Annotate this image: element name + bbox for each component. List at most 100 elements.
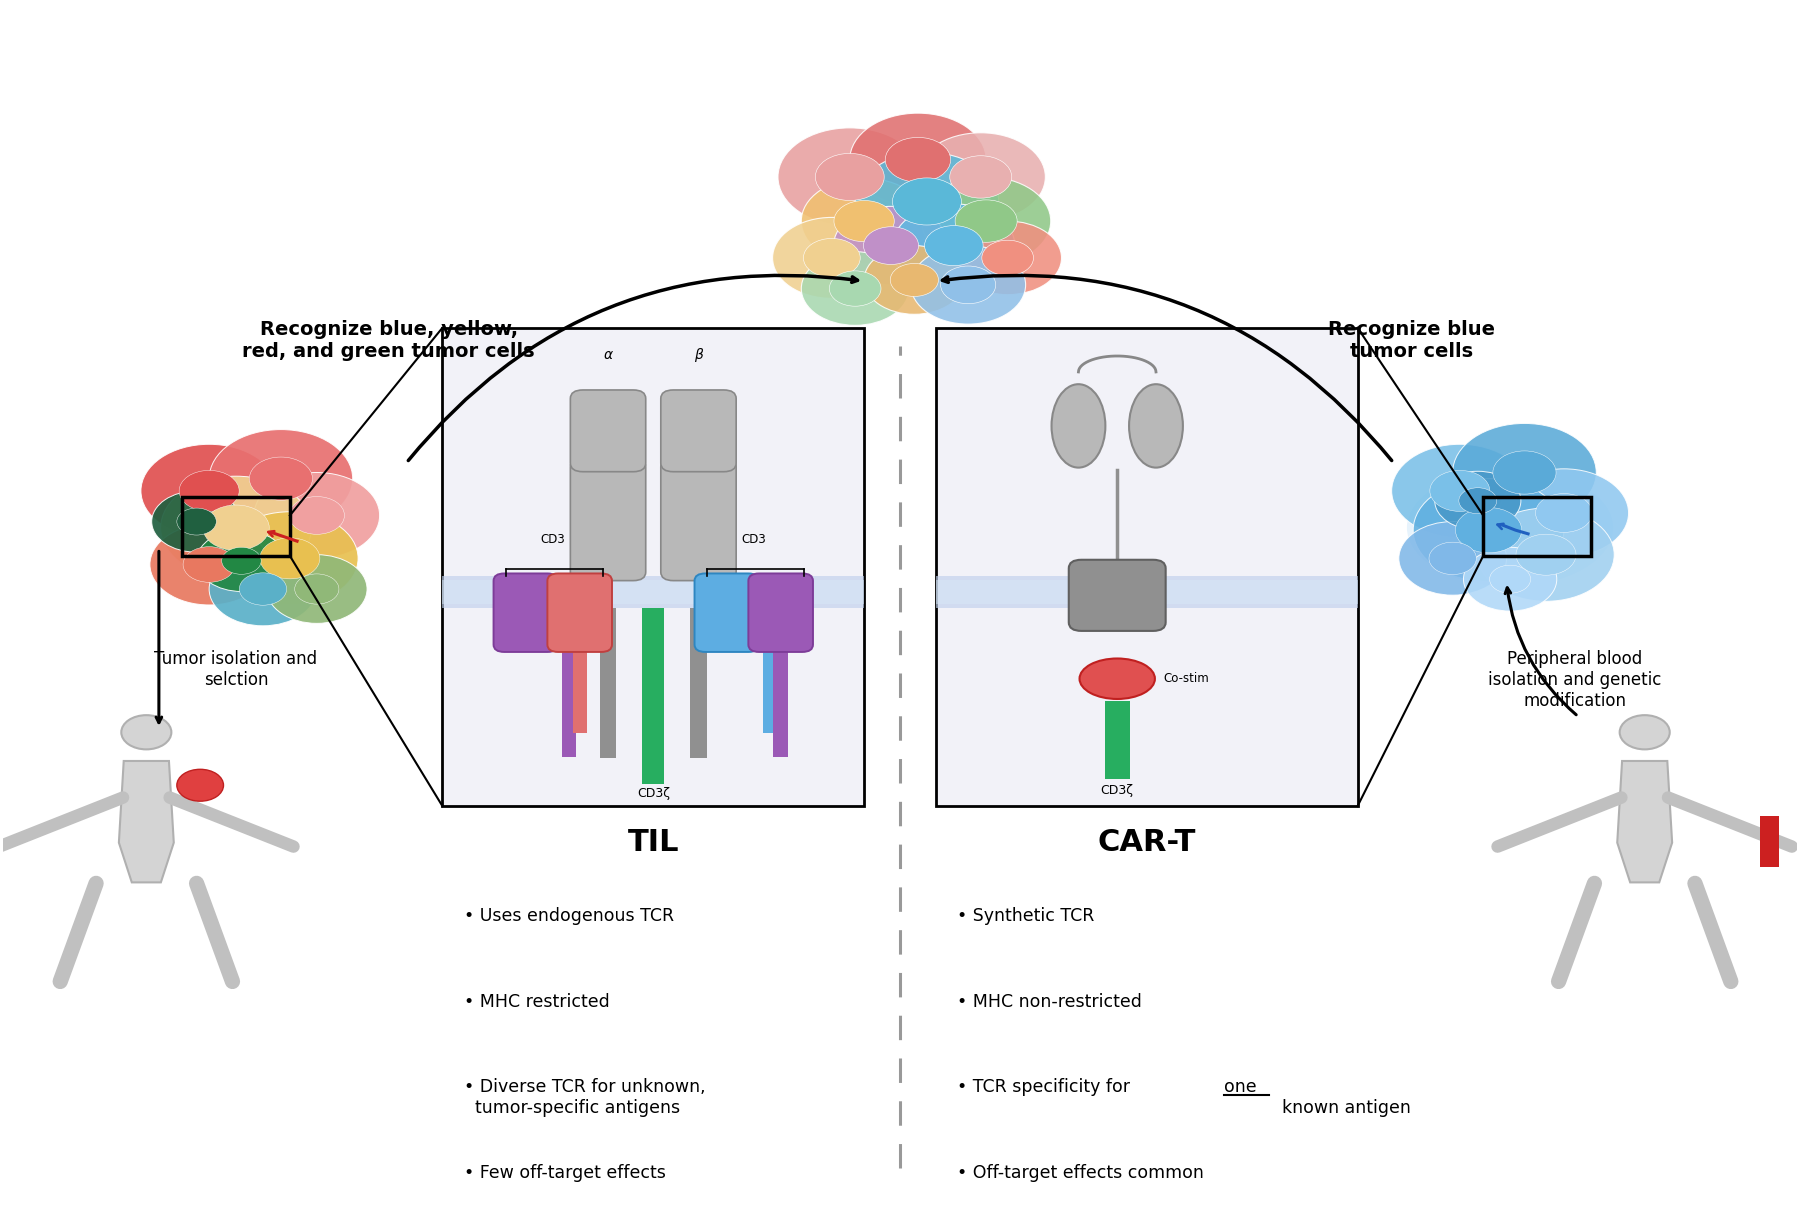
Circle shape — [254, 473, 380, 558]
Text: known antigen: known antigen — [1271, 1078, 1411, 1117]
Circle shape — [1620, 715, 1670, 749]
Circle shape — [160, 477, 311, 579]
Circle shape — [850, 113, 986, 207]
FancyBboxPatch shape — [571, 458, 646, 580]
Bar — [182, 496, 290, 556]
Circle shape — [180, 471, 239, 511]
Circle shape — [203, 505, 270, 551]
Text: Recognize blue
tumor cells: Recognize blue tumor cells — [1328, 319, 1496, 361]
Circle shape — [1458, 488, 1498, 514]
Circle shape — [176, 508, 216, 535]
Circle shape — [950, 155, 1012, 198]
Bar — [443, 328, 864, 806]
Circle shape — [1429, 542, 1476, 574]
Circle shape — [815, 154, 884, 201]
Circle shape — [250, 457, 313, 500]
Circle shape — [954, 221, 1062, 294]
Text: Peripheral blood
isolation and genetic
modification: Peripheral blood isolation and genetic m… — [1489, 650, 1661, 710]
Bar — [691, 607, 707, 758]
FancyBboxPatch shape — [547, 573, 612, 652]
Circle shape — [941, 266, 995, 304]
Circle shape — [956, 200, 1017, 243]
Circle shape — [925, 225, 983, 266]
Circle shape — [886, 138, 950, 182]
Circle shape — [149, 524, 268, 605]
Circle shape — [266, 554, 367, 623]
Bar — [763, 607, 778, 733]
Circle shape — [221, 547, 261, 574]
Bar — [936, 579, 1357, 604]
Circle shape — [1413, 479, 1564, 582]
Bar — [936, 575, 1357, 607]
Text: one: one — [1224, 1078, 1256, 1096]
Circle shape — [922, 177, 1051, 265]
Bar — [599, 607, 616, 758]
Circle shape — [140, 445, 277, 537]
Text: Recognize blue, yellow,
red, and green tumor cells: Recognize blue, yellow, red, and green t… — [243, 319, 535, 361]
Text: • Uses endogenous TCR: • Uses endogenous TCR — [464, 907, 673, 925]
Circle shape — [803, 239, 860, 277]
FancyBboxPatch shape — [661, 391, 736, 472]
Circle shape — [1399, 521, 1507, 595]
Circle shape — [290, 496, 344, 535]
Text: CD3: CD3 — [540, 533, 565, 547]
Circle shape — [121, 715, 171, 749]
Ellipse shape — [1129, 384, 1183, 468]
Circle shape — [1429, 471, 1490, 511]
Text: • TCR specificity for: • TCR specificity for — [958, 1078, 1136, 1096]
FancyBboxPatch shape — [661, 458, 736, 580]
Circle shape — [1535, 494, 1593, 532]
Circle shape — [778, 128, 922, 225]
Bar — [1483, 496, 1591, 556]
Circle shape — [801, 179, 927, 264]
Bar — [562, 607, 576, 756]
Bar — [572, 607, 587, 733]
Text: Co-stim: Co-stim — [1165, 673, 1210, 685]
Circle shape — [196, 530, 286, 591]
Circle shape — [239, 573, 286, 605]
Text: • Off-target effects common: • Off-target effects common — [958, 1164, 1204, 1183]
Circle shape — [1391, 445, 1528, 537]
Polygon shape — [119, 761, 175, 882]
Bar — [443, 575, 864, 607]
Text: • MHC non-restricted: • MHC non-restricted — [958, 993, 1143, 1010]
Circle shape — [893, 177, 961, 225]
Bar — [936, 328, 1357, 806]
FancyBboxPatch shape — [749, 573, 814, 652]
Circle shape — [801, 251, 909, 325]
FancyBboxPatch shape — [493, 573, 558, 652]
Circle shape — [1463, 547, 1557, 611]
Circle shape — [1499, 469, 1629, 557]
Circle shape — [209, 430, 353, 527]
Ellipse shape — [1080, 658, 1156, 699]
Circle shape — [981, 240, 1033, 276]
Polygon shape — [1616, 761, 1672, 882]
Ellipse shape — [1408, 469, 1613, 586]
Circle shape — [891, 264, 938, 297]
Circle shape — [864, 245, 965, 314]
Circle shape — [259, 538, 320, 579]
FancyBboxPatch shape — [571, 391, 646, 472]
Circle shape — [1453, 424, 1597, 521]
Circle shape — [772, 217, 891, 298]
Text: • Synthetic TCR: • Synthetic TCR — [958, 907, 1094, 925]
Circle shape — [833, 201, 895, 241]
FancyBboxPatch shape — [695, 573, 760, 652]
Text: β: β — [695, 347, 704, 362]
Ellipse shape — [1051, 384, 1105, 468]
Circle shape — [916, 133, 1046, 221]
Circle shape — [151, 490, 241, 552]
Text: • MHC restricted: • MHC restricted — [464, 993, 610, 1010]
Circle shape — [1435, 472, 1521, 530]
Circle shape — [209, 552, 317, 626]
Circle shape — [830, 271, 880, 307]
Circle shape — [1490, 565, 1530, 594]
FancyBboxPatch shape — [1069, 559, 1166, 631]
Circle shape — [864, 227, 918, 265]
Circle shape — [1456, 508, 1521, 553]
Bar — [443, 579, 864, 604]
Text: CD3ζ: CD3ζ — [637, 787, 670, 801]
Text: • Diverse TCR for unknown,
  tumor-specific antigens: • Diverse TCR for unknown, tumor-specifi… — [464, 1078, 706, 1117]
Circle shape — [1516, 535, 1577, 575]
Text: CD3: CD3 — [742, 533, 767, 547]
